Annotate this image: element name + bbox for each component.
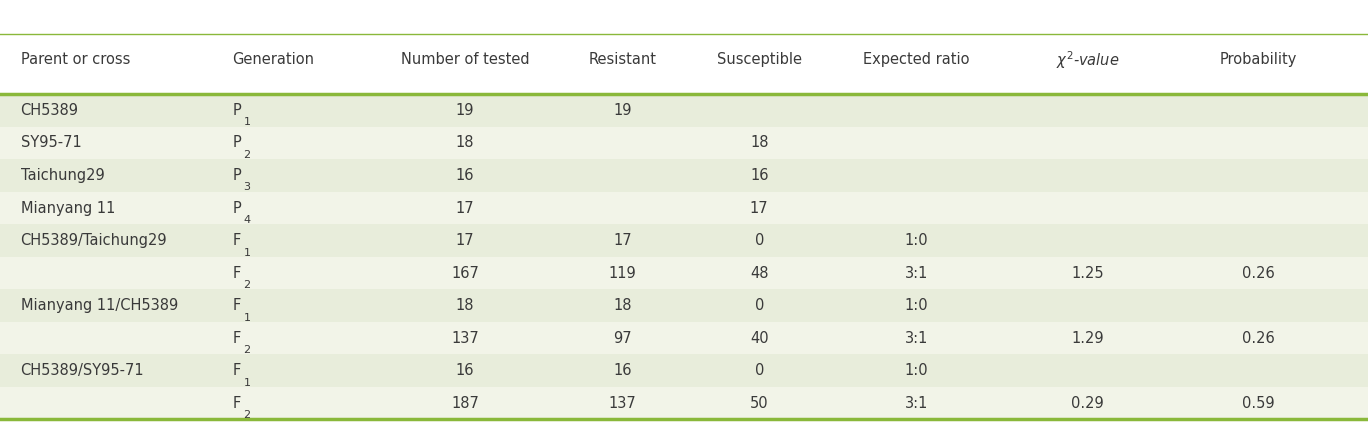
- Text: Number of tested: Number of tested: [401, 52, 529, 68]
- Text: 3:1: 3:1: [904, 395, 929, 411]
- Text: $\chi^2$-value: $\chi^2$-value: [1056, 49, 1119, 71]
- Text: F: F: [233, 395, 241, 411]
- Text: 97: 97: [613, 330, 632, 346]
- Text: Mianyang 11: Mianyang 11: [21, 200, 115, 216]
- Text: 17: 17: [613, 233, 632, 248]
- Text: 0: 0: [755, 233, 763, 248]
- Text: 18: 18: [456, 135, 475, 151]
- Bar: [0, 289, 1368, 322]
- Text: 18: 18: [456, 298, 475, 313]
- Text: 50: 50: [750, 395, 769, 411]
- Text: 0.26: 0.26: [1242, 265, 1275, 281]
- Text: 16: 16: [456, 168, 475, 183]
- Text: 0.59: 0.59: [1242, 395, 1275, 411]
- Text: 1: 1: [244, 117, 250, 128]
- Text: Expected ratio: Expected ratio: [863, 52, 970, 68]
- Text: Mianyang 11/CH5389: Mianyang 11/CH5389: [21, 298, 178, 313]
- Text: 0: 0: [755, 298, 763, 313]
- Text: 1.29: 1.29: [1071, 330, 1104, 346]
- Text: P: P: [233, 135, 241, 151]
- Text: 3:1: 3:1: [904, 265, 929, 281]
- Bar: [0, 94, 1368, 127]
- Text: F: F: [233, 265, 241, 281]
- Text: Taichung29: Taichung29: [21, 168, 104, 183]
- Text: 17: 17: [456, 233, 475, 248]
- Text: 167: 167: [451, 265, 479, 281]
- Text: SY95-71: SY95-71: [21, 135, 81, 151]
- Text: Susceptible: Susceptible: [717, 52, 802, 68]
- Bar: [0, 387, 1368, 419]
- Bar: [0, 159, 1368, 192]
- Text: 2: 2: [244, 280, 250, 290]
- Text: 18: 18: [613, 298, 632, 313]
- Text: F: F: [233, 363, 241, 378]
- Text: Resistant: Resistant: [588, 52, 657, 68]
- Text: 1:0: 1:0: [904, 233, 929, 248]
- Text: P: P: [233, 168, 241, 183]
- Text: 0: 0: [755, 363, 763, 378]
- Text: 16: 16: [613, 363, 632, 378]
- Text: 16: 16: [456, 363, 475, 378]
- Text: CH5389/Taichung29: CH5389/Taichung29: [21, 233, 167, 248]
- Text: 137: 137: [609, 395, 636, 411]
- Text: 1:0: 1:0: [904, 363, 929, 378]
- Text: Parent or cross: Parent or cross: [21, 52, 130, 68]
- Text: 3:1: 3:1: [904, 330, 929, 346]
- Text: 119: 119: [609, 265, 636, 281]
- Text: 2: 2: [244, 410, 250, 420]
- Text: 2: 2: [244, 150, 250, 160]
- Bar: [0, 192, 1368, 224]
- Text: 3: 3: [244, 182, 250, 193]
- Text: P: P: [233, 200, 241, 216]
- Text: Probability: Probability: [1220, 52, 1297, 68]
- Bar: [0, 127, 1368, 159]
- Bar: [0, 322, 1368, 354]
- Text: 1: 1: [244, 377, 250, 388]
- Text: P: P: [233, 103, 241, 118]
- Text: CH5389/SY95-71: CH5389/SY95-71: [21, 363, 144, 378]
- Bar: [0, 354, 1368, 387]
- Bar: [0, 224, 1368, 257]
- Text: Generation: Generation: [233, 52, 315, 68]
- Text: 187: 187: [451, 395, 479, 411]
- Text: 1: 1: [244, 312, 250, 323]
- Text: 17: 17: [750, 200, 769, 216]
- Text: F: F: [233, 298, 241, 313]
- Text: 2: 2: [244, 345, 250, 355]
- Text: 4: 4: [244, 215, 250, 225]
- Text: 16: 16: [750, 168, 769, 183]
- Text: 18: 18: [750, 135, 769, 151]
- Text: 40: 40: [750, 330, 769, 346]
- Text: 0.26: 0.26: [1242, 330, 1275, 346]
- Text: 1:0: 1:0: [904, 298, 929, 313]
- Text: F: F: [233, 330, 241, 346]
- Text: 19: 19: [613, 103, 632, 118]
- Text: 19: 19: [456, 103, 475, 118]
- Text: 0.29: 0.29: [1071, 395, 1104, 411]
- Text: 17: 17: [456, 200, 475, 216]
- Text: 1: 1: [244, 247, 250, 258]
- Bar: [0, 257, 1368, 289]
- Text: 1.25: 1.25: [1071, 265, 1104, 281]
- Text: CH5389: CH5389: [21, 103, 78, 118]
- Text: 137: 137: [451, 330, 479, 346]
- Text: F: F: [233, 233, 241, 248]
- Text: 48: 48: [750, 265, 769, 281]
